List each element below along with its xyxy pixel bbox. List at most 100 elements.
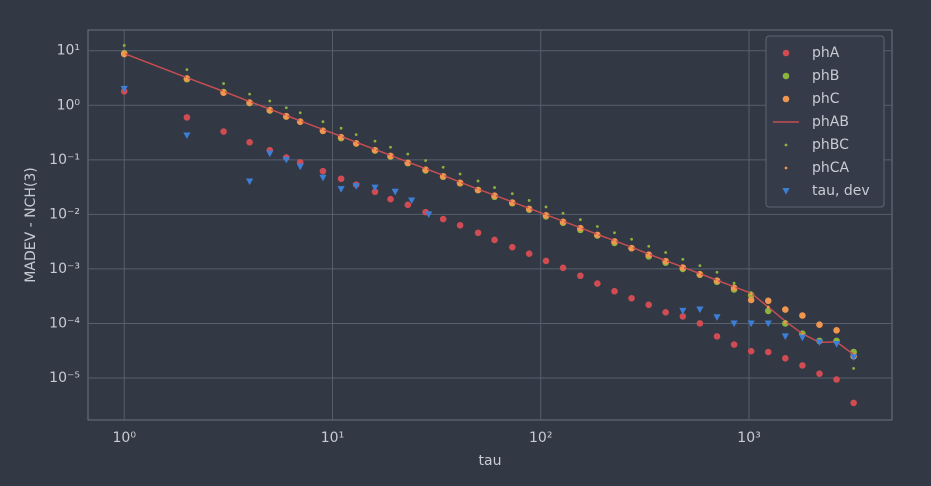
point [321,128,325,132]
point [696,306,704,314]
point [425,211,433,218]
legend-swatch [782,72,790,80]
point [282,156,290,164]
x-tick-label: 10¹ [321,430,344,446]
point [577,272,584,280]
point [389,154,392,158]
point [764,348,772,356]
point [406,160,410,164]
legend-swatch [784,166,788,170]
point [561,220,565,223]
point [354,133,358,137]
point [764,297,772,305]
point [715,279,719,283]
point [681,257,685,261]
point [319,174,327,182]
point [387,195,394,203]
point [183,114,191,121]
y-tick-label: 10⁻¹ [49,152,80,168]
point [782,354,789,362]
point [248,100,252,104]
y-tick-label: 10⁻⁵ [49,370,80,386]
legend-swatch [782,188,790,195]
point [491,236,498,244]
point [749,292,753,296]
point [389,145,392,149]
point [713,314,721,321]
point [408,197,416,205]
point [798,334,807,342]
legend-box [765,35,885,208]
point [647,252,651,256]
point [782,306,789,313]
point [268,99,272,103]
point [611,287,618,295]
legend: phA phB phC phAB phBC phCA tau, dev [765,35,885,208]
point [183,132,191,140]
legend-label: phB [812,68,839,84]
point [561,211,565,215]
legend-swatch [784,143,788,147]
point [544,213,548,217]
legend-label: phBC [812,137,849,153]
point [246,138,253,146]
point [441,174,445,178]
point [248,92,252,96]
point [542,257,550,265]
point [298,119,302,123]
point [747,320,755,328]
point [352,183,360,190]
point [578,218,582,222]
point [373,148,377,152]
point [476,179,480,183]
point [799,362,806,369]
point [681,265,685,269]
point [284,114,288,118]
point [456,222,464,229]
point [732,285,736,289]
point [510,200,514,204]
point [319,167,327,175]
point [321,120,325,124]
point [474,229,482,237]
point [559,264,567,272]
y-tick-label: 10⁰ [57,97,81,113]
point [391,188,399,196]
legend-label: phC [812,91,840,107]
series [122,44,856,370]
point [816,370,823,378]
series [120,88,857,407]
point [222,82,225,85]
point [781,333,789,340]
point [613,239,616,243]
point [525,250,533,258]
point [747,296,755,304]
point [613,231,616,235]
point [122,52,126,56]
point [783,320,787,324]
point [698,272,702,276]
point [284,106,288,110]
x-tick-label: 10⁰ [113,430,137,446]
point [424,167,428,171]
point [296,163,304,171]
point [816,321,823,328]
point [730,320,738,328]
point [510,192,514,196]
point [662,309,669,316]
point [630,237,633,241]
point [647,244,651,248]
point [799,312,806,319]
y-tick-label: 10⁻³ [49,261,80,277]
legend-label: phCA [812,160,850,176]
point [732,281,736,285]
point [730,341,738,348]
point [354,141,358,145]
point [801,330,804,334]
point [371,188,379,196]
point [268,108,272,111]
point [458,172,462,176]
point [595,225,599,228]
grid [88,30,892,420]
